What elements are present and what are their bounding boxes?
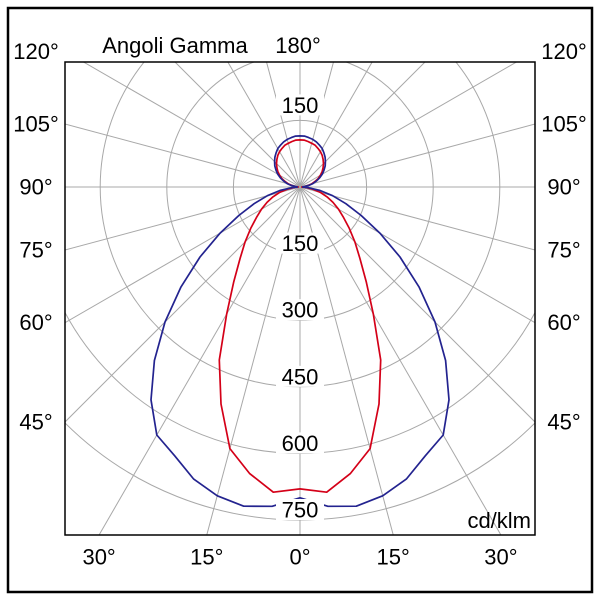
angle-label-left: 105° <box>13 112 59 137</box>
angle-label-bottom: 15° <box>190 545 223 570</box>
angle-label-left: 45° <box>19 410 52 435</box>
grid-radial-line <box>82 62 301 188</box>
ring-label-mask <box>276 365 324 387</box>
plot-box <box>64 61 536 536</box>
chart-title: Angoli Gamma <box>102 33 248 58</box>
curve-red <box>218 139 382 494</box>
grid-radial-line <box>299 186 535 251</box>
unit-label: cd/klm <box>467 508 531 533</box>
angle-label-left: 75° <box>19 238 52 263</box>
angle-label-left: 60° <box>19 310 52 335</box>
grid-radial-line <box>174 62 301 188</box>
ring-label-mask <box>276 94 324 116</box>
grid-radial-line <box>299 186 394 535</box>
angle-label-right: 90° <box>547 175 580 200</box>
grid-radial-line <box>65 123 301 188</box>
grid-radial-line <box>299 186 535 423</box>
grid-radial-line <box>65 186 301 423</box>
angle-label-right: 75° <box>547 238 580 263</box>
ring-label-mask <box>276 232 324 254</box>
angle-label-left: 120° <box>13 39 59 64</box>
ring-label-mask <box>276 299 324 321</box>
angle-label-bottom: 30° <box>484 545 517 570</box>
grid-radial-line <box>299 62 335 188</box>
intensity-curves <box>150 135 450 508</box>
grid-radial-line <box>299 62 426 188</box>
grid-radial-line <box>299 123 535 188</box>
grid-radial-line <box>98 186 301 535</box>
ring-label: 300 <box>282 298 319 323</box>
grid-radial-line <box>65 186 301 324</box>
ring-labels: 150 300 450 600 750 150 <box>276 93 324 523</box>
grid-radial-line <box>299 186 502 535</box>
ring-label-mask <box>276 432 324 454</box>
grid-radial-line <box>65 186 301 251</box>
angle-label-right: 45° <box>547 410 580 435</box>
grid-radial-line <box>206 186 301 535</box>
ring-label-mask <box>276 499 324 520</box>
angle-label-right: 120° <box>541 39 587 64</box>
curve-blue <box>150 135 450 508</box>
grid-radial-line <box>299 186 535 324</box>
angle-label-left: 90° <box>19 175 52 200</box>
ring-label: 750 <box>282 498 319 523</box>
angle-label-bottom: 0° <box>289 545 310 570</box>
ring-label: 450 <box>282 364 319 389</box>
angle-labels: 120° 120° 105° 105° 90° 90° 75° 75° 60° 60° 45° 45°… <box>13 39 587 570</box>
ring-label: 600 <box>282 431 319 456</box>
angle-label-right: 60° <box>547 310 580 335</box>
grid-radial-line <box>227 62 301 188</box>
angle-label-bottom: 30° <box>82 545 115 570</box>
grid-radial-line <box>299 62 373 188</box>
grid-radial-line <box>265 62 301 188</box>
ring-label: 150 <box>282 93 319 118</box>
top-angle-label: 180° <box>275 33 321 58</box>
ring-label: 150 <box>282 231 319 256</box>
angle-label-right: 105° <box>541 112 587 137</box>
angle-label-bottom: 15° <box>377 545 410 570</box>
grid-radial-line <box>299 62 518 188</box>
